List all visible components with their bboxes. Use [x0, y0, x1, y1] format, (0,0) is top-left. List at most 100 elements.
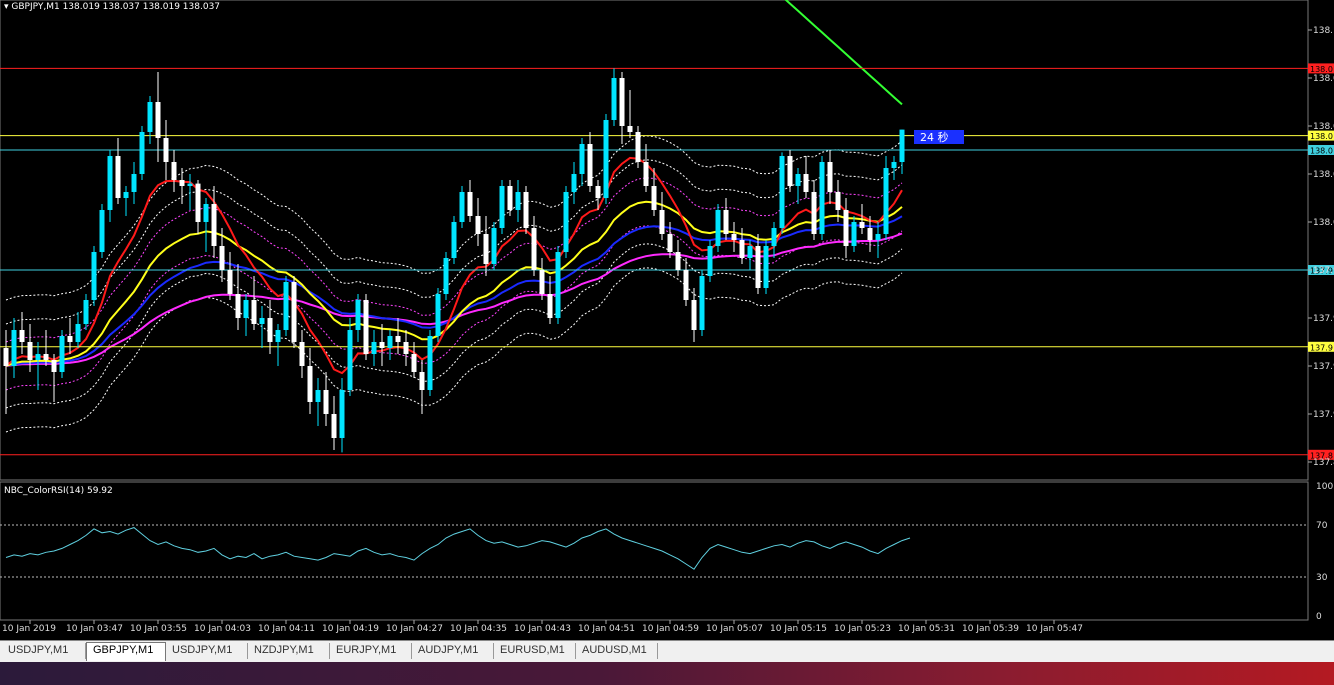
- candle-body-72: [579, 144, 585, 174]
- candle-body-48: [387, 336, 393, 348]
- time-label-10: 10 Jan 04:59: [642, 624, 699, 634]
- rsi-tick-label-2: 30: [1316, 573, 1328, 583]
- candle-body-111: [891, 162, 897, 168]
- symbol-tab-4[interactable]: EURJPY,M1: [330, 643, 412, 659]
- candle-body-10: [83, 300, 89, 324]
- level-label-1: 138.0: [1310, 132, 1333, 141]
- price-tick-label-5: 137.9: [1313, 266, 1334, 276]
- symbol-tab-0[interactable]: USDJPY,M1: [2, 643, 86, 659]
- symbol-tab-3[interactable]: NZDJPY,M1: [248, 643, 330, 659]
- candle-body-3: [27, 342, 33, 360]
- candle-body-63: [507, 186, 513, 210]
- desktop-taskbar: [0, 662, 1334, 685]
- price-tick-label-9: 137.8: [1313, 458, 1334, 468]
- symbol-tab-5[interactable]: AUDJPY,M1: [412, 643, 494, 659]
- candle-body-17: [139, 132, 145, 174]
- symbol-tab-7[interactable]: AUDUSD,M1: [576, 643, 658, 659]
- candle-body-43: [347, 330, 353, 390]
- symbol-tab-bar: USDJPY,M1 GBPJPY,M1 USDJPY,M1 NZDJPY,M1 EURJ…: [0, 640, 1334, 663]
- level-label-3: 137.9: [1310, 267, 1333, 276]
- candle-body-112: [899, 129, 905, 162]
- candle-body-78: [627, 126, 633, 132]
- timer-box: [914, 130, 964, 144]
- candle-body-13: [107, 156, 113, 210]
- chart-header: ▾ GBPJPY,M1 138.019 138.037 138.019 138.…: [4, 2, 220, 12]
- candle-body-57: [459, 192, 465, 222]
- candle-body-38: [307, 366, 313, 402]
- candle-body-26: [211, 204, 217, 246]
- price-chart[interactable]: 138.0138.0138.0137.9137.9137.8138.1138.0…: [0, 0, 1334, 640]
- candle-body-88: [707, 246, 713, 276]
- candle-body-103: [827, 162, 833, 192]
- rsi-line: [5, 527, 911, 570]
- candle-body-87: [699, 276, 705, 330]
- time-label-9: 10 Jan 04:51: [578, 624, 635, 634]
- level-tag-4: [1308, 341, 1334, 352]
- symbol-tab-6[interactable]: EURUSD,M1: [494, 643, 576, 659]
- candle-body-32: [259, 318, 265, 324]
- candle-body-33: [267, 318, 273, 342]
- candle-body-54: [435, 294, 441, 336]
- candle-body-91: [731, 234, 737, 240]
- level-label-2: 138.0: [1310, 147, 1333, 156]
- candle-body-15: [123, 192, 129, 198]
- level-label-4: 137.9: [1310, 343, 1333, 352]
- candle-body-76: [611, 78, 617, 120]
- price-tick-label-0: 138.1: [1313, 26, 1334, 36]
- candle-body-20: [163, 138, 169, 162]
- candle-body-109: [875, 234, 881, 240]
- chart-menu-arrow-icon[interactable]: ▾: [4, 2, 9, 12]
- candle-body-22: [179, 180, 185, 186]
- candle-body-6: [51, 360, 57, 372]
- candle-body-80: [643, 162, 649, 186]
- symbol-tab-1[interactable]: GBPJPY,M1: [86, 642, 166, 661]
- rsi-tick-label-1: 70: [1316, 521, 1328, 531]
- candle-body-0: [3, 348, 9, 366]
- level-label-5: 137.8: [1310, 451, 1333, 460]
- symbol-quote-line: GBPJPY,M1 138.019 138.037 138.019 138.03…: [11, 2, 221, 12]
- candle-body-52: [419, 372, 425, 390]
- candle-body-65: [523, 192, 529, 228]
- candle-body-74: [595, 186, 601, 198]
- candle-body-84: [675, 252, 681, 270]
- candle-body-71: [571, 174, 577, 192]
- candle-body-79: [635, 132, 641, 162]
- candle-body-8: [67, 336, 73, 342]
- candle-body-89: [715, 210, 721, 246]
- symbol-tab-2[interactable]: USDJPY,M1: [166, 643, 248, 659]
- candle-body-69: [555, 252, 561, 318]
- candle-body-104: [835, 192, 841, 210]
- candle-body-68: [547, 294, 553, 318]
- candle-body-24: [195, 183, 201, 222]
- candle-body-30: [243, 300, 249, 318]
- candle-body-64: [515, 192, 521, 210]
- candle-body-42: [339, 390, 345, 438]
- candle-body-47: [379, 342, 385, 348]
- candle-body-75: [603, 120, 609, 198]
- candle-body-50: [403, 342, 409, 354]
- level-tag-1: [1308, 130, 1334, 141]
- candle-body-94: [755, 246, 761, 288]
- candle-body-58: [467, 192, 473, 216]
- candle-body-29: [235, 294, 241, 318]
- candle-body-100: [803, 174, 809, 192]
- candle-body-83: [667, 234, 673, 252]
- candle-body-86: [691, 300, 697, 330]
- candle-body-28: [227, 270, 233, 294]
- price-tick-label-7: 137.9: [1313, 362, 1334, 372]
- level-tag-3: [1308, 265, 1334, 275]
- candle-body-45: [363, 300, 369, 354]
- level-tag-2: [1308, 145, 1334, 155]
- candle-body-51: [411, 354, 417, 372]
- candle-body-1: [11, 330, 17, 366]
- candle-body-4: [35, 354, 41, 360]
- candle-body-59: [475, 216, 481, 234]
- candle-body-102: [819, 162, 825, 234]
- candle-body-23: [187, 183, 193, 186]
- candle-body-39: [315, 390, 321, 402]
- candle-body-5: [43, 354, 49, 360]
- candle-body-56: [451, 222, 457, 258]
- candle-body-73: [587, 144, 593, 186]
- time-label-15: 10 Jan 05:39: [962, 624, 1019, 634]
- candle-body-2: [19, 330, 25, 342]
